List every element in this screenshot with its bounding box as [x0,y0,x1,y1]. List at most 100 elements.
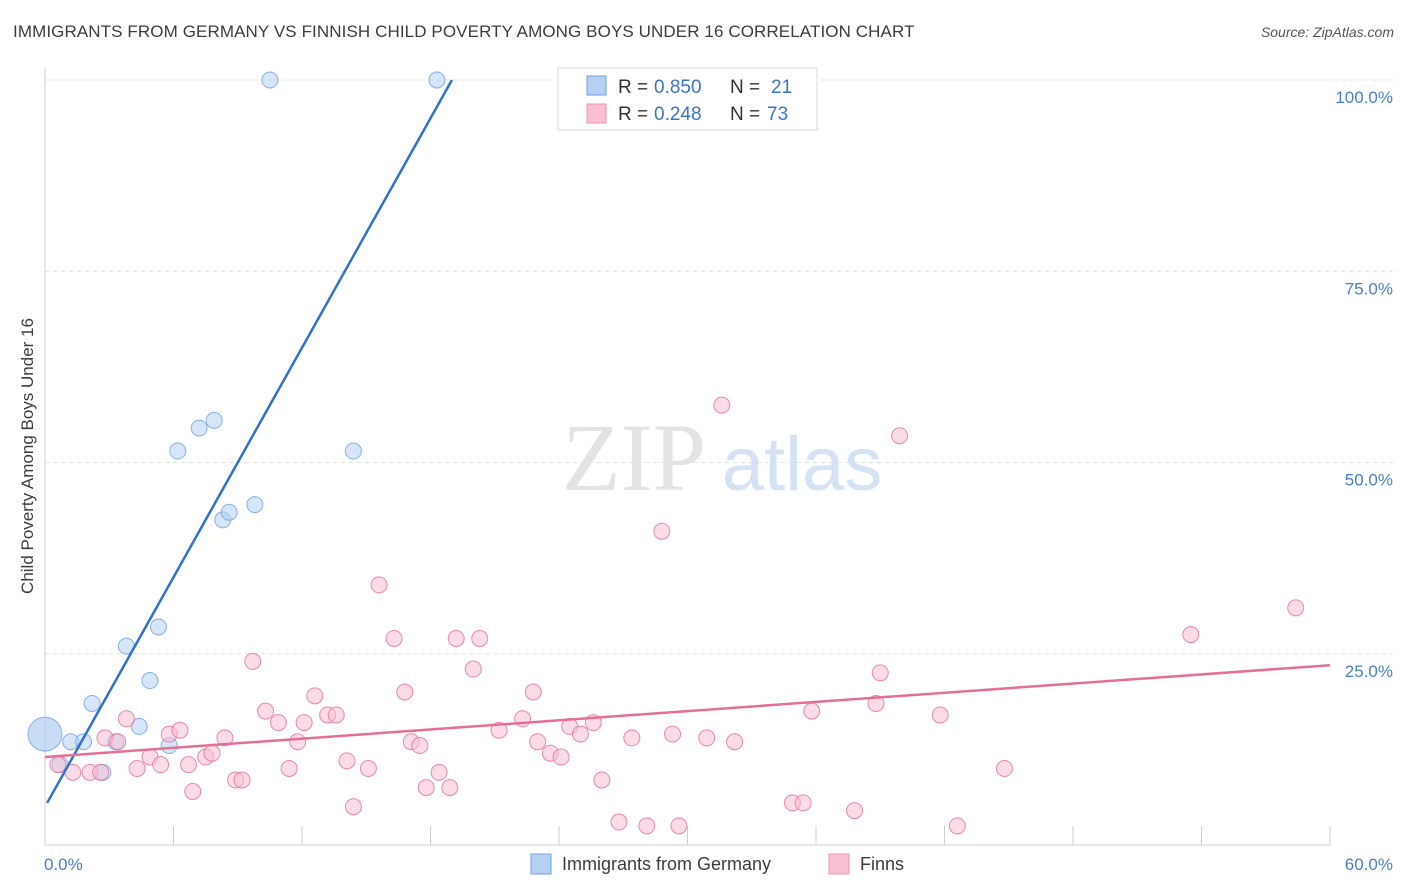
y-tick-label-1: 50.0% [1345,471,1393,490]
y-tick-label-2: 75.0% [1345,279,1393,298]
y-axis-title: Child Poverty Among Boys Under 16 [18,318,37,594]
germany-point-20 [428,71,446,89]
axes [44,68,1331,846]
finns-point-24 [295,714,313,732]
finns-point-72 [1287,599,1305,617]
x-tick-label-1: 60.0% [1345,855,1393,874]
finns-point-71 [1182,626,1200,644]
finns-point-59 [713,396,731,414]
finns-point-29 [344,798,362,816]
y-tick-label-3: 100.0% [1335,88,1393,107]
finns-point-36 [417,779,435,797]
germany-point-16 [220,503,238,521]
germany-point-12 [169,442,187,460]
finns-point-0 [49,756,67,774]
germany-point-18 [261,71,279,89]
finns-point-41 [471,629,489,647]
finns-point-67 [891,427,909,445]
finns-point-30 [359,760,377,777]
finns-point-33 [396,683,414,701]
finns-point-37 [430,763,448,781]
finns-point-62 [794,794,812,812]
finns-point-57 [670,817,688,835]
finns-point-51 [593,771,611,789]
finns-point-42 [490,721,508,739]
finns-trend-line [44,663,1331,759]
finns-point-53 [623,729,641,747]
finns-point-68 [931,706,949,724]
tick-labels: 25.0% 50.0% 75.0% 100.0% 0.0% 60.0% [44,88,1393,874]
finns-point-55 [653,522,671,540]
finns-point-63 [803,702,821,720]
germany-point-9 [141,672,159,690]
finns-point-13 [184,782,202,800]
bottom-legend-label-finns: Finns [860,854,904,874]
finns-point-5 [109,733,127,751]
legend-n-value-finns: 73 [767,104,788,125]
legend-r-value-germany: 0.850 [654,77,702,98]
germany-point-8 [130,717,148,735]
finns-point-70 [995,760,1013,777]
finns-point-19 [244,652,262,670]
finns-point-23 [289,733,307,751]
finns-point-28 [338,752,356,770]
germany-point-4 [83,694,101,712]
finns-point-3 [92,763,110,781]
germany-point-13 [190,419,208,437]
germany-point-0 [27,716,63,752]
finns-point-66 [871,664,889,682]
finns-point-44 [524,683,542,701]
finns-point-65 [867,694,885,712]
finns-point-7 [128,760,146,777]
finns-point-56 [664,725,682,743]
germany-trend-line [46,79,454,804]
finns-point-15 [203,744,221,762]
finns-point-11 [171,721,189,739]
germany-point-17 [246,496,264,514]
finns-point-58 [698,729,716,747]
finns-point-22 [280,760,298,777]
legend-r-label-germany: R = [618,77,648,98]
finns-point-21 [269,714,287,732]
source-credit: Source: ZipAtlas.com [1260,24,1394,40]
finns-point-64 [846,802,864,820]
grid-lines [45,79,1395,655]
finns-point-16 [216,729,234,747]
germany-point-19 [344,442,362,460]
finns-point-27 [327,706,345,724]
finns-point-25 [306,687,324,705]
finns-point-18 [233,771,251,789]
finns-point-38 [441,779,459,797]
legend-r-value-finns: 0.248 [654,104,702,125]
finns-point-54 [638,817,656,835]
data-points [27,71,1305,835]
watermark-atlas: atlas [722,422,883,507]
legend-r-label-finns: R = [618,104,648,125]
x-tick-label-0: 0.0% [44,855,83,874]
finns-point-20 [257,702,275,720]
finns-point-49 [571,725,589,743]
finns-point-60 [726,733,744,751]
finns-point-12 [179,756,197,774]
legend-swatch-germany [586,75,607,96]
stats-legend: R = 0.850 N = 21 R = 0.248 N = 73 [557,67,818,131]
legend-n-label-finns: N = [730,104,760,125]
legend-swatch-finns [586,103,607,124]
finns-point-47 [552,748,570,766]
watermark-zip: ZIP [562,404,706,511]
finns-point-52 [610,813,628,831]
germany-point-14 [205,411,223,429]
finns-point-40 [464,660,482,678]
finns-point-32 [385,629,403,647]
finns-point-45 [529,733,547,751]
y-tick-label-0: 25.0% [1345,662,1393,681]
bottom-legend-swatch-germany [530,853,552,875]
legend-n-label-germany: N = [730,77,760,98]
finns-point-6 [117,710,135,728]
legend-n-value-germany: 21 [771,77,792,98]
finns-point-35 [411,737,429,755]
finns-point-9 [152,756,170,774]
germany-point-10 [150,618,168,636]
series-legend: Immigrants from Germany Finns [530,853,904,875]
